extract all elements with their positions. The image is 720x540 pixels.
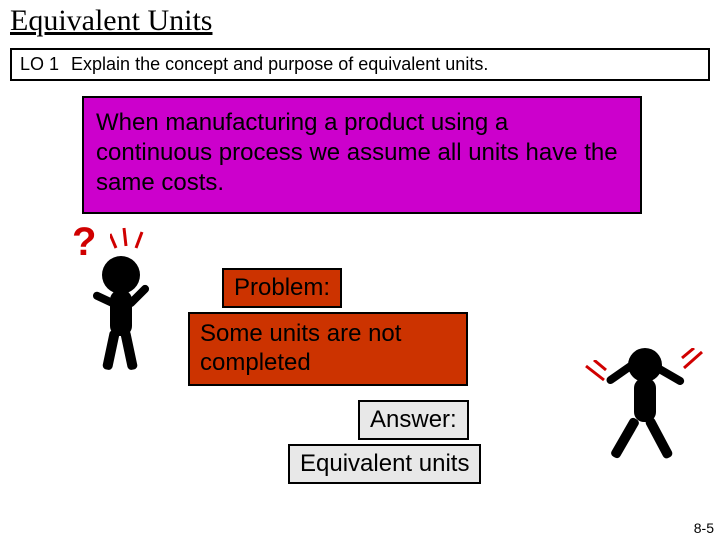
burst-lines-icon <box>680 348 710 378</box>
burst-lines-icon <box>580 360 610 390</box>
learning-objective-row: LO 1 Explain the concept and purpose of … <box>10 48 710 81</box>
intro-box: When manufacturing a product using a con… <box>82 96 642 214</box>
figure-head <box>102 256 140 294</box>
answer-label-box: Answer: <box>358 400 469 440</box>
lo-tag: LO 1 <box>12 50 67 79</box>
burst-lines-icon <box>110 224 150 254</box>
figure-leg <box>644 416 673 460</box>
problem-label-box: Problem: <box>222 268 342 308</box>
figure-leg <box>102 329 120 370</box>
question-mark-icon: ? <box>72 220 96 265</box>
figure-leg <box>120 329 138 370</box>
slide-title: Equivalent Units <box>10 4 212 38</box>
figure-body <box>634 378 656 422</box>
intro-text: When manufacturing a product using a con… <box>96 108 628 198</box>
figure-leg <box>610 416 641 459</box>
problem-text-box: Some units are not completed <box>188 312 468 386</box>
answer-text-box: Equivalent units <box>288 444 481 484</box>
happy-figure <box>580 340 710 510</box>
page-number: 8-5 <box>694 520 714 536</box>
lo-text: Explain the concept and purpose of equiv… <box>67 50 492 79</box>
confused-figure: ? <box>72 220 182 390</box>
